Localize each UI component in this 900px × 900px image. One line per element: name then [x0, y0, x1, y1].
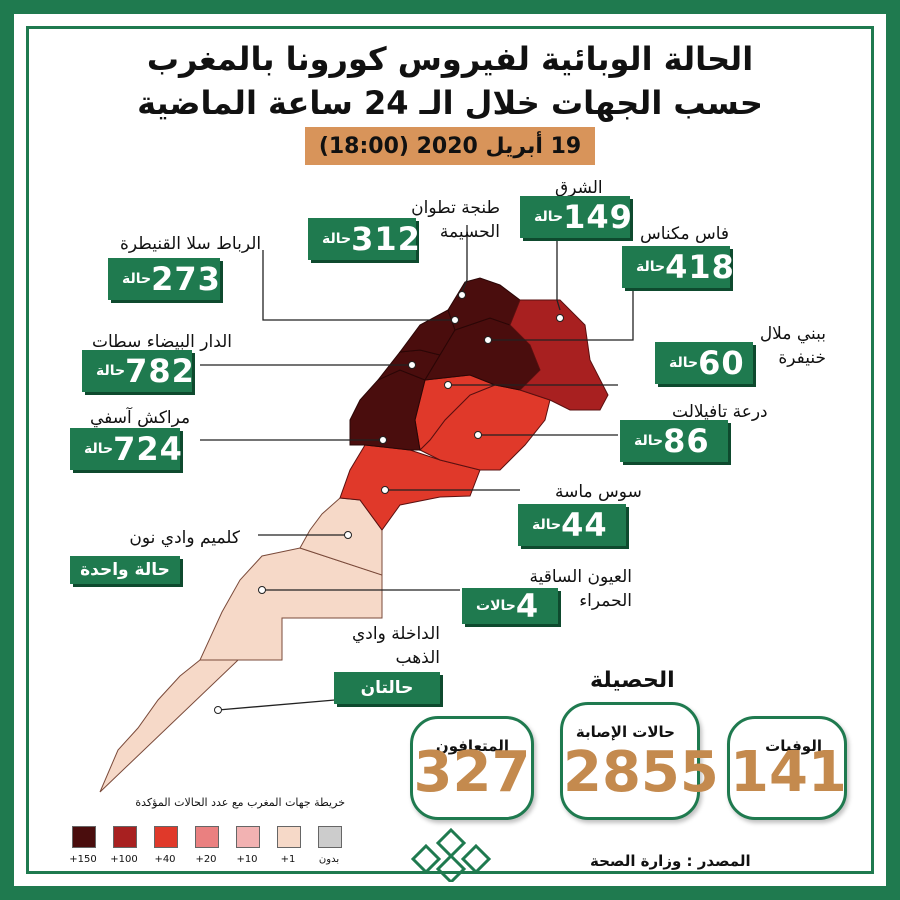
- ministry-logo-icon: [410, 827, 492, 882]
- legend-label: +150: [69, 854, 97, 865]
- leader-lines: [200, 210, 634, 711]
- unit-souss: حالة: [532, 517, 562, 533]
- unit-casa: حالة: [96, 363, 126, 379]
- region-marrakech: [349, 369, 426, 451]
- legend-label: +10: [236, 854, 258, 865]
- count-marrakech: 724: [113, 430, 183, 468]
- inner-border: [26, 26, 874, 874]
- label-dakhla: الداخلة وادي الذهب: [351, 624, 440, 668]
- badge-souss: 44 حالة: [518, 504, 626, 546]
- legend-title: خريطة جهات المغرب مع عدد الحالات المؤكدة: [135, 796, 345, 809]
- recovered-card: المتعافون 327: [410, 716, 534, 820]
- unit-rabat: حالة: [122, 271, 152, 287]
- badge-rabat: 273 حالة: [108, 258, 220, 300]
- label-tanger: طنجة تطوان الحسيمة: [411, 198, 500, 242]
- title-line-2: حسب الجهات خلال الـ 24 ساعة الماضية: [137, 84, 763, 122]
- deaths-card: الوفيات 141: [727, 716, 847, 820]
- unit-fes: حالة: [636, 259, 666, 275]
- legend-label: +100: [110, 854, 138, 865]
- unit-draa: حالة: [634, 433, 664, 449]
- badge-tanger: 312 حالة: [308, 218, 420, 260]
- count-rabat: 273: [151, 260, 221, 298]
- deaths-label: الوفيات: [765, 737, 822, 755]
- date-badge: 19 أبريل 2020 (18:00): [305, 127, 595, 165]
- badge-beni: 60 حالة: [655, 342, 753, 384]
- unit-dakhla: حالتان: [360, 678, 414, 698]
- cases-value: 2855: [563, 740, 719, 805]
- legend-swatch: [277, 826, 301, 848]
- label-oriental: الشرق: [555, 178, 603, 198]
- unit-marrakech: حالة: [84, 441, 114, 457]
- unit-guelmim: حالة واحدة: [80, 560, 170, 580]
- leader-dots: [214, 291, 564, 714]
- legend-label: +20: [195, 854, 217, 865]
- deaths-value: 141: [730, 740, 847, 805]
- region-laayoune: [199, 547, 383, 661]
- unit-tanger: حالة: [322, 231, 352, 247]
- label-laayoune: العيون الساقية الحمراء: [529, 567, 632, 611]
- unit-oriental: حالة: [534, 209, 564, 225]
- count-oriental: 149: [563, 198, 633, 236]
- legend-label: +1: [280, 854, 296, 865]
- badge-fes: 418 حالة: [622, 246, 734, 288]
- legend-swatch: [72, 826, 96, 848]
- count-souss: 44: [561, 506, 608, 544]
- legend-swatch: [236, 826, 260, 848]
- count-casa: 782: [125, 352, 195, 390]
- unit-beni: حالة: [669, 355, 699, 371]
- label-beni: ببني ملال خنيفرة: [759, 324, 826, 368]
- label-fes: فاس مكناس: [640, 224, 730, 244]
- badge-guelmim: حالة واحدة: [70, 556, 180, 584]
- badge-draa: 86 حالة: [620, 420, 728, 462]
- legend-swatch: [154, 826, 178, 848]
- badge-marrakech: 724 حالة: [70, 428, 183, 470]
- legend-swatch: [113, 826, 137, 848]
- label-marrakech: مراكش آسفي: [90, 408, 191, 428]
- cases-card: حالات الإصابة 2855: [560, 702, 719, 820]
- cases-label: حالات الإصابة: [575, 723, 675, 741]
- count-laayoune: 4: [515, 587, 540, 625]
- label-rabat: الرباط سلا القنيطرة: [120, 234, 262, 254]
- recovered-label: المتعافون: [435, 737, 509, 755]
- badge-casa: 782 حالة: [82, 350, 195, 392]
- badge-dakhla: حالتان: [334, 672, 440, 704]
- source-text: المصدر : وزارة الصحة: [590, 852, 751, 870]
- count-fes: 418: [665, 248, 735, 286]
- summary-title: الحصيلة: [590, 668, 675, 693]
- legend-label: بدون: [318, 854, 340, 865]
- label-souss: سوس ماسة: [555, 482, 642, 502]
- region-oriental: [509, 299, 609, 411]
- label-guelmim: كلميم وادي نون: [129, 528, 240, 548]
- legend-label: +40: [154, 854, 176, 865]
- title-line-1: الحالة الوبائية لفيروس كورونا بالمغرب: [146, 40, 754, 78]
- label-casa: الدار البيضاء سطات: [92, 332, 233, 352]
- badge-oriental: 149 حالة: [520, 196, 633, 238]
- count-tanger: 312: [351, 220, 421, 258]
- recovered-value: 327: [413, 740, 531, 805]
- legend-swatch: [195, 826, 219, 848]
- count-beni: 60: [698, 344, 745, 382]
- label-draa: درعة تافيلالت: [672, 402, 768, 422]
- badge-laayoune: 4 حالات: [462, 587, 558, 625]
- count-draa: 86: [663, 422, 710, 460]
- unit-laayoune: حالات: [476, 598, 516, 614]
- legend-swatch: [318, 826, 342, 848]
- region-souss: [339, 444, 481, 531]
